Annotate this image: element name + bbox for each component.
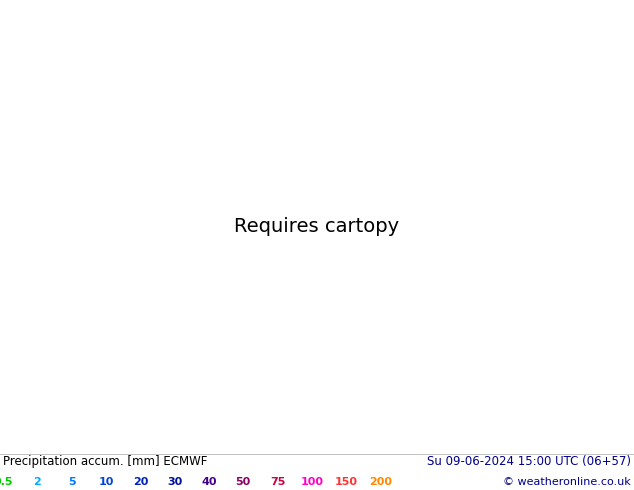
Text: 0.5: 0.5 [0, 477, 13, 487]
Text: Su 09-06-2024 15:00 UTC (06+57): Su 09-06-2024 15:00 UTC (06+57) [427, 455, 631, 468]
Text: 20: 20 [133, 477, 148, 487]
Text: 2: 2 [34, 477, 41, 487]
Text: 10: 10 [98, 477, 113, 487]
Text: 150: 150 [335, 477, 358, 487]
Text: © weatheronline.co.uk: © weatheronline.co.uk [503, 477, 631, 487]
Text: Requires cartopy: Requires cartopy [235, 217, 399, 236]
Text: 100: 100 [301, 477, 323, 487]
Text: 75: 75 [270, 477, 285, 487]
Text: 5: 5 [68, 477, 75, 487]
Text: 40: 40 [201, 477, 217, 487]
Text: 30: 30 [167, 477, 182, 487]
Text: 50: 50 [236, 477, 251, 487]
Text: 200: 200 [369, 477, 392, 487]
Text: Precipitation accum. [mm] ECMWF: Precipitation accum. [mm] ECMWF [3, 455, 207, 468]
